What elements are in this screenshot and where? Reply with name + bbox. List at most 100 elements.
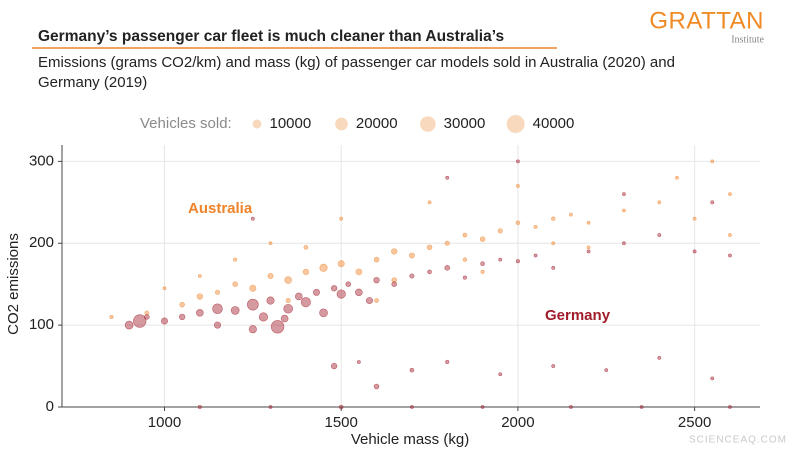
bubble xyxy=(692,216,697,221)
plot-area xyxy=(109,159,732,410)
bubble xyxy=(162,286,167,291)
legend-bubble xyxy=(252,119,262,129)
bubble xyxy=(144,314,150,320)
legend-bubble xyxy=(506,115,525,133)
bubble xyxy=(312,288,320,296)
bubble xyxy=(303,245,309,250)
bubble xyxy=(144,310,150,316)
legend-label: 30000 xyxy=(444,115,486,132)
y-tick-label: 200 xyxy=(29,234,54,251)
bubble xyxy=(330,362,338,370)
bubble xyxy=(391,248,398,255)
bubble xyxy=(586,249,591,254)
bubble xyxy=(444,240,450,246)
bubble xyxy=(409,367,415,373)
bubble xyxy=(480,405,485,409)
bubble xyxy=(497,228,503,234)
bubble xyxy=(462,257,468,262)
bubble xyxy=(444,265,450,271)
bubble xyxy=(728,253,732,258)
bubble xyxy=(197,274,202,278)
bubble xyxy=(300,297,311,308)
bubble xyxy=(197,404,202,410)
bubble xyxy=(179,301,185,308)
bubble xyxy=(728,405,732,409)
bubble xyxy=(338,404,344,410)
bubble xyxy=(337,260,345,268)
bubble xyxy=(480,269,485,274)
bubble xyxy=(179,313,186,321)
bubble xyxy=(336,289,346,299)
bubble xyxy=(161,317,168,325)
x-tick-label: 1500 xyxy=(325,414,358,431)
bubble xyxy=(391,277,397,283)
bubble xyxy=(356,360,361,364)
y-tick-label: 100 xyxy=(29,316,54,333)
x-tick-label: 1000 xyxy=(148,414,181,431)
bubble xyxy=(266,296,275,305)
bubble xyxy=(233,257,238,262)
bubble xyxy=(258,312,269,322)
bubble xyxy=(498,257,503,262)
bubble xyxy=(355,268,363,276)
bubble xyxy=(250,216,255,221)
bubble xyxy=(516,184,520,188)
subtitle-line: Emissions (grams CO2/km) and mass (kg) o… xyxy=(38,54,675,71)
bubble xyxy=(391,281,397,287)
bubble xyxy=(586,245,591,250)
bubble xyxy=(295,292,303,301)
bubble xyxy=(462,275,467,280)
bubble xyxy=(409,405,414,409)
bubble xyxy=(710,376,715,381)
bubble xyxy=(427,200,432,205)
bubble xyxy=(551,216,556,221)
bubble xyxy=(533,224,538,229)
bubble xyxy=(280,314,289,323)
bubble xyxy=(692,249,697,254)
y-axis-title: CO2 emissions xyxy=(5,233,22,335)
bubble xyxy=(319,263,328,272)
bubble xyxy=(365,297,373,305)
bubble xyxy=(586,220,591,225)
bubble xyxy=(498,372,503,377)
bubble xyxy=(268,241,273,246)
bubble xyxy=(109,314,114,319)
bubble xyxy=(247,298,259,311)
bubble xyxy=(728,233,732,237)
bubble xyxy=(268,405,273,409)
y-tick-label: 300 xyxy=(29,152,54,169)
bubble xyxy=(604,368,609,373)
bubble xyxy=(339,216,344,221)
overlay: 1000 1500 2000 2500 0 100 200 300 10000 20000 3000… xyxy=(29,115,711,431)
series-annotation: Germany xyxy=(545,307,611,324)
watermark: SCIENCEAQ.COM xyxy=(689,435,787,446)
bubble xyxy=(462,232,468,238)
bubble xyxy=(675,175,679,180)
bubble xyxy=(427,269,432,275)
bubble xyxy=(426,244,433,251)
legend-label: 10000 xyxy=(270,115,312,132)
bubble xyxy=(622,241,626,246)
bubble xyxy=(479,236,486,242)
bubble xyxy=(374,298,379,303)
bubble xyxy=(124,320,134,330)
bubble xyxy=(515,259,520,264)
bubble xyxy=(212,303,223,314)
bubble xyxy=(196,309,204,317)
bubble xyxy=(622,208,626,213)
y-tick-label: 0 xyxy=(46,398,54,415)
bubble xyxy=(196,293,203,300)
bubble xyxy=(330,285,338,292)
bubble xyxy=(551,364,556,368)
bubble xyxy=(133,314,147,328)
bubble xyxy=(373,276,380,284)
bubble xyxy=(373,383,380,390)
bubble xyxy=(283,303,293,314)
bubble xyxy=(710,200,715,205)
bubble xyxy=(285,298,291,304)
bubble xyxy=(355,288,363,297)
bubble xyxy=(710,159,715,164)
bubble xyxy=(516,159,520,164)
bubble xyxy=(551,241,556,246)
